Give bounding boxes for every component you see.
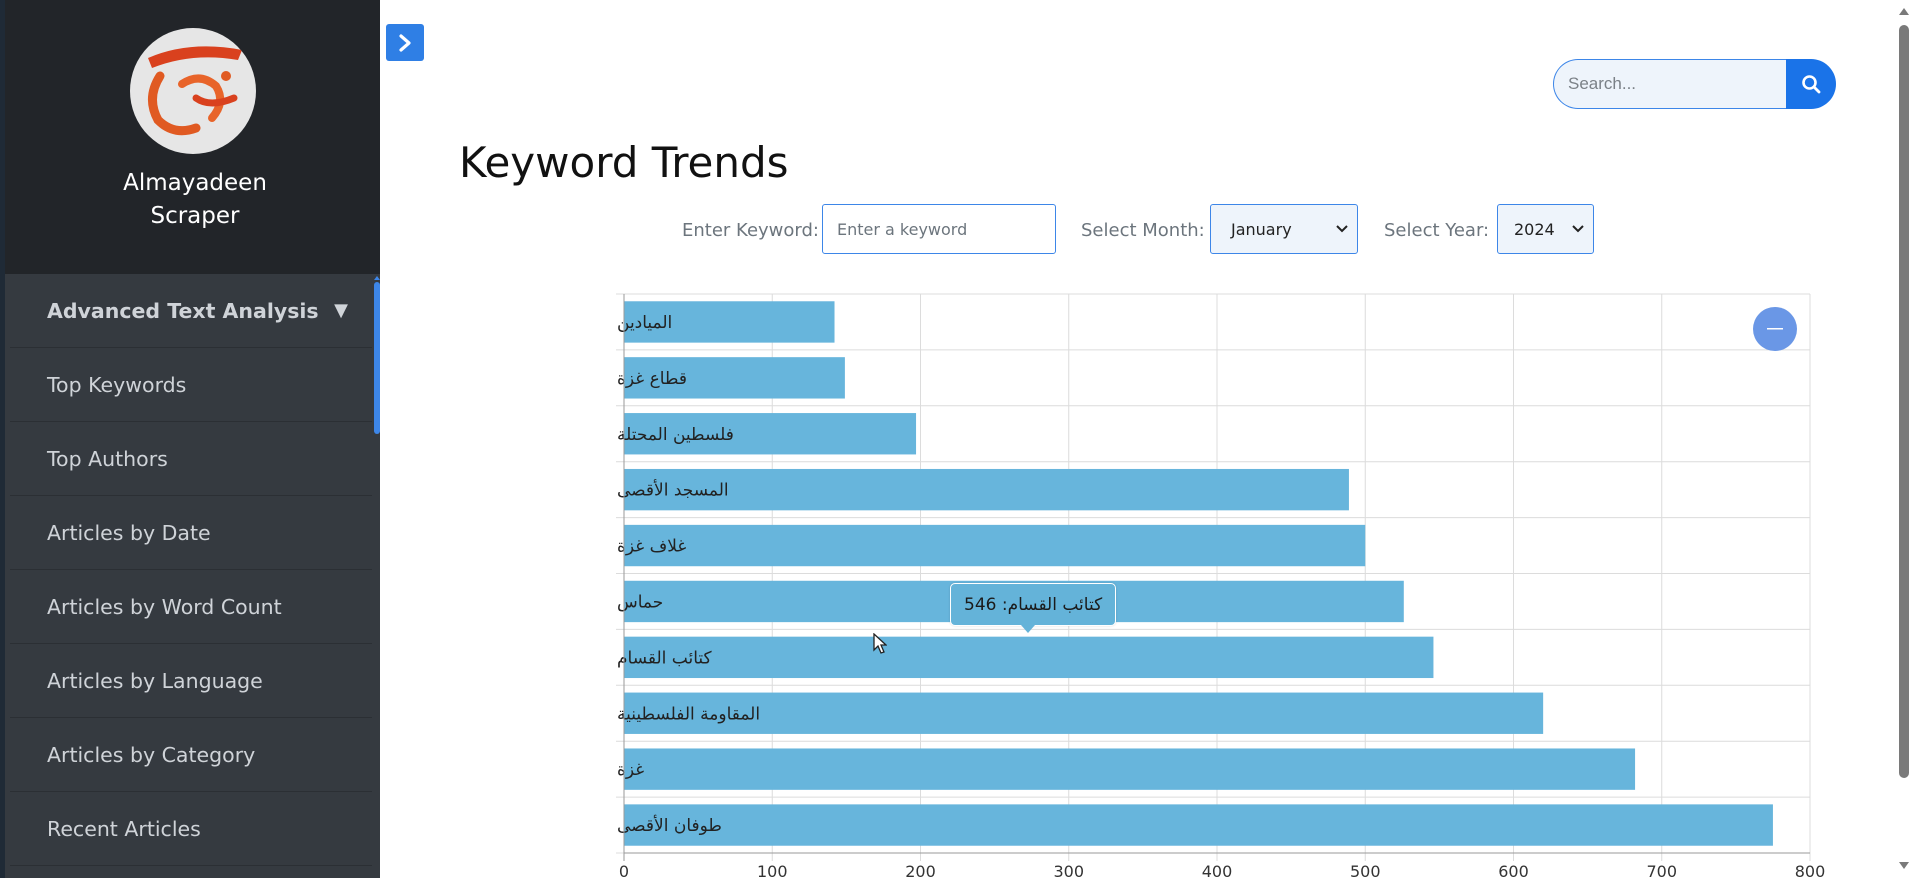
sidebar-item-articles-by-category[interactable]: Articles by Category [10,718,372,792]
sidebar-item-label: Articles by Category [47,742,256,767]
bar [624,357,845,399]
sidebar-item-label: Recent Articles [47,816,201,841]
category-label: المسجد الأقصى [617,480,729,501]
sidebar-item-label: Advanced Text Analysis [47,298,319,323]
mouse-cursor-icon [873,633,887,654]
minus-icon [1767,328,1783,330]
sidebar-toggle-button[interactable] [386,24,424,61]
bar [624,748,1636,790]
sidebar: Almayadeen Scraper Advanced Text Analysi… [0,0,380,878]
category-label: المقاومة الفلسطينية [617,704,760,724]
bar [624,524,1366,567]
keyword-label: Enter Keyword: [682,220,819,241]
almayadeen-logo-icon[interactable] [130,28,256,154]
search-button[interactable] [1786,59,1836,109]
x-tick-label: 800 [1795,862,1826,878]
category-label: الميادين [617,313,672,333]
category-label: فلسطين المحتلة [617,425,734,445]
category-label: غزة [617,760,644,780]
x-tick-label: 300 [1053,862,1084,878]
bar [624,413,917,455]
keyword-trends-chart: الميادين قطاع غزة فلسطين المحتلة المسجد الأ… [616,293,1826,878]
search-icon [1802,75,1821,94]
sidebar-nav: Advanced Text Analysis ▼ Top Keywords To… [10,274,372,866]
chart-tooltip: كتائب القسام: 546 [950,583,1117,633]
sidebar-item-articles-by-language[interactable]: Articles by Language [10,644,372,718]
search-bar [1553,59,1836,109]
page-title: Keyword Trends [459,138,789,187]
bar [624,636,1434,679]
sidebar-item-label: Top Authors [47,446,168,471]
x-tick-label: 200 [905,862,936,878]
month-label: Select Month: [1081,220,1205,241]
app-name: Almayadeen Scraper [123,170,267,229]
sidebar-item-label: Articles by Language [47,668,263,693]
sidebar-item-articles-by-word-count[interactable]: Articles by Word Count [10,570,372,644]
bar [624,804,1773,846]
bar [624,692,1544,734]
year-select-value: 2024 [1514,219,1555,239]
sidebar-scroll-up-icon[interactable] [374,276,380,280]
sidebar-item-top-authors[interactable]: Top Authors [10,422,372,496]
year-label: Select Year: [1384,220,1490,241]
x-tick-label: 0 [619,862,629,878]
bar [624,468,1349,511]
category-label: كتائب القسام [617,648,713,668]
x-tick-label: 400 [1202,862,1233,878]
category-label: طوفان الأقصى [617,815,722,836]
category-label: حماس [617,592,663,612]
bar [624,301,835,343]
chevron-right-icon [399,33,411,52]
chevron-down-icon [1572,225,1584,233]
year-select[interactable]: 2024 [1497,204,1594,254]
keyword-input[interactable] [822,204,1056,254]
page-scrollbar[interactable] [1899,25,1909,778]
x-tick-label: 100 [757,862,788,878]
caret-down-icon: ▼ [334,300,348,321]
month-select[interactable]: January [1210,204,1358,254]
page-scroll-up-icon[interactable] [1899,8,1909,15]
collapse-chart-button[interactable] [1753,307,1797,351]
month-select-value: January [1231,219,1292,239]
sidebar-item-recent-articles[interactable]: Recent Articles [10,792,372,866]
category-label: قطاع غزة [617,369,687,389]
sidebar-item-label: Top Keywords [47,372,187,397]
sidebar-item-label: Articles by Date [47,520,211,545]
category-label: غلاف غزة [617,537,686,557]
filters-row: Enter Keyword: Select Month: January Sel… [0,204,1916,254]
x-tick-label: 700 [1646,862,1677,878]
sidebar-scrollbar[interactable] [374,282,380,434]
search-input[interactable] [1553,59,1788,109]
x-tick-label: 500 [1350,862,1381,878]
sidebar-item-articles-by-date[interactable]: Articles by Date [10,496,372,570]
sidebar-item-label: Articles by Word Count [47,594,282,619]
chevron-down-icon [1336,225,1348,233]
sidebar-item-top-keywords[interactable]: Top Keywords [10,348,372,422]
page-scroll-down-icon[interactable] [1899,862,1909,869]
sidebar-item-advanced-text-analysis[interactable]: Advanced Text Analysis ▼ [10,274,372,348]
x-tick-label: 600 [1498,862,1529,878]
